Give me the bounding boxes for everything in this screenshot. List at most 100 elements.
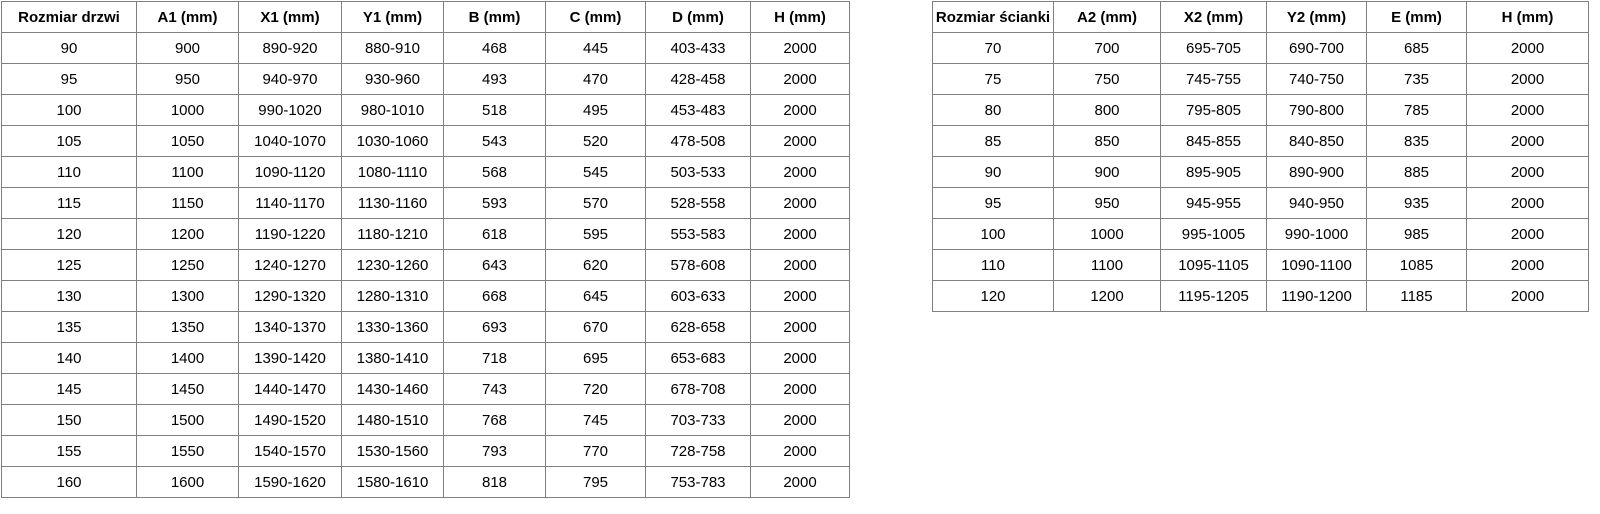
table-row: 90 900 895-905 890-900 885 2000 (932, 156, 1589, 188)
table-header-row: Rozmiar ścianki A2 (mm) X2 (mm) Y2 (mm) … (932, 1, 1589, 33)
table-row: 80 800 795-805 790-800 785 2000 (932, 94, 1589, 126)
column-header-y1: Y1 (mm) (341, 1, 444, 33)
table-row: 70 700 695-705 690-700 685 2000 (932, 32, 1589, 64)
cell-h: 2000 (750, 218, 850, 250)
cell-h: 2000 (750, 342, 850, 374)
cell-y1: 1130-1160 (341, 187, 444, 219)
cell-size: 155 (1, 435, 137, 467)
table-row: 75 750 745-755 740-750 735 2000 (932, 63, 1589, 95)
cell-size: 90 (932, 156, 1054, 188)
table-row: 155 1550 1540-1570 1530-1560 793 770 728… (1, 435, 850, 467)
cell-h: 2000 (750, 404, 850, 436)
cell-b: 668 (443, 280, 546, 312)
cell-d: 703-733 (645, 404, 751, 436)
table-row: 135 1350 1340-1370 1330-1360 693 670 628… (1, 311, 850, 343)
cell-e: 785 (1366, 94, 1467, 126)
cell-e: 735 (1366, 63, 1467, 95)
cell-size: 160 (1, 466, 137, 498)
cell-d: 628-658 (645, 311, 751, 343)
column-header-e: E (mm) (1366, 1, 1467, 33)
column-header-a1: A1 (mm) (136, 1, 239, 33)
cell-b: 818 (443, 466, 546, 498)
cell-size: 110 (1, 156, 137, 188)
cell-a2: 700 (1053, 32, 1161, 64)
cell-c: 695 (545, 342, 646, 374)
cell-h: 2000 (750, 187, 850, 219)
table-row: 115 1150 1140-1170 1130-1160 593 570 528… (1, 187, 850, 219)
cell-y1: 1230-1260 (341, 249, 444, 281)
cell-y2: 990-1000 (1266, 218, 1367, 250)
cell-b: 618 (443, 218, 546, 250)
cell-h: 2000 (1466, 218, 1589, 250)
cell-h: 2000 (1466, 280, 1589, 312)
cell-a2: 1000 (1053, 218, 1161, 250)
cell-a1: 1550 (136, 435, 239, 467)
table-row: 110 1100 1090-1120 1080-1110 568 545 503… (1, 156, 850, 188)
cell-a1: 1050 (136, 125, 239, 157)
cell-d: 653-683 (645, 342, 751, 374)
cell-a1: 1350 (136, 311, 239, 343)
cell-c: 620 (545, 249, 646, 281)
cell-a1: 1100 (136, 156, 239, 188)
cell-a2: 850 (1053, 125, 1161, 157)
cell-e: 935 (1366, 187, 1467, 219)
cell-c: 595 (545, 218, 646, 250)
table-header-row: Rozmiar drzwi A1 (mm) X1 (mm) Y1 (mm) B … (1, 1, 850, 33)
cell-x1: 1140-1170 (238, 187, 342, 219)
cell-h: 2000 (1466, 32, 1589, 64)
cell-a1: 900 (136, 32, 239, 64)
table-row: 95 950 945-955 940-950 935 2000 (932, 187, 1589, 219)
cell-c: 495 (545, 94, 646, 126)
cell-x1: 1440-1470 (238, 373, 342, 405)
cell-y2: 1090-1100 (1266, 249, 1367, 281)
cell-x1: 1590-1620 (238, 466, 342, 498)
cell-b: 593 (443, 187, 546, 219)
cell-h: 2000 (750, 466, 850, 498)
cell-h: 2000 (1466, 94, 1589, 126)
cell-y2: 890-900 (1266, 156, 1367, 188)
cell-d: 478-508 (645, 125, 751, 157)
cell-d: 678-708 (645, 373, 751, 405)
cell-h: 2000 (750, 94, 850, 126)
cell-a2: 900 (1053, 156, 1161, 188)
cell-h: 2000 (1466, 156, 1589, 188)
cell-e: 985 (1366, 218, 1467, 250)
cell-b: 718 (443, 342, 546, 374)
cell-a2: 950 (1053, 187, 1161, 219)
table-row: 100 1000 990-1020 980-1010 518 495 453-4… (1, 94, 850, 126)
cell-y1: 1430-1460 (341, 373, 444, 405)
cell-size: 100 (1, 94, 137, 126)
cell-e: 835 (1366, 125, 1467, 157)
cell-x1: 890-920 (238, 32, 342, 64)
cell-x2: 945-955 (1160, 187, 1267, 219)
column-header-h: H (mm) (1466, 1, 1589, 33)
cell-size: 135 (1, 311, 137, 343)
cell-b: 743 (443, 373, 546, 405)
cell-x2: 745-755 (1160, 63, 1267, 95)
cell-h: 2000 (750, 435, 850, 467)
cell-a1: 1000 (136, 94, 239, 126)
cell-c: 670 (545, 311, 646, 343)
cell-h: 2000 (750, 63, 850, 95)
cell-e: 1185 (1366, 280, 1467, 312)
column-header-h: H (mm) (750, 1, 850, 33)
cell-y2: 940-950 (1266, 187, 1367, 219)
column-header-d: D (mm) (645, 1, 751, 33)
cell-size: 75 (932, 63, 1054, 95)
cell-d: 503-533 (645, 156, 751, 188)
cell-x1: 1040-1070 (238, 125, 342, 157)
table-row: 120 1200 1195-1205 1190-1200 1185 2000 (932, 280, 1589, 312)
cell-x2: 845-855 (1160, 125, 1267, 157)
cell-e: 885 (1366, 156, 1467, 188)
cell-x1: 1090-1120 (238, 156, 342, 188)
cell-y1: 1530-1560 (341, 435, 444, 467)
cell-y1: 980-1010 (341, 94, 444, 126)
cell-y2: 690-700 (1266, 32, 1367, 64)
cell-x1: 1340-1370 (238, 311, 342, 343)
cell-a1: 1200 (136, 218, 239, 250)
cell-y1: 1380-1410 (341, 342, 444, 374)
cell-size: 95 (1, 63, 137, 95)
cell-c: 470 (545, 63, 646, 95)
cell-h: 2000 (1466, 187, 1589, 219)
